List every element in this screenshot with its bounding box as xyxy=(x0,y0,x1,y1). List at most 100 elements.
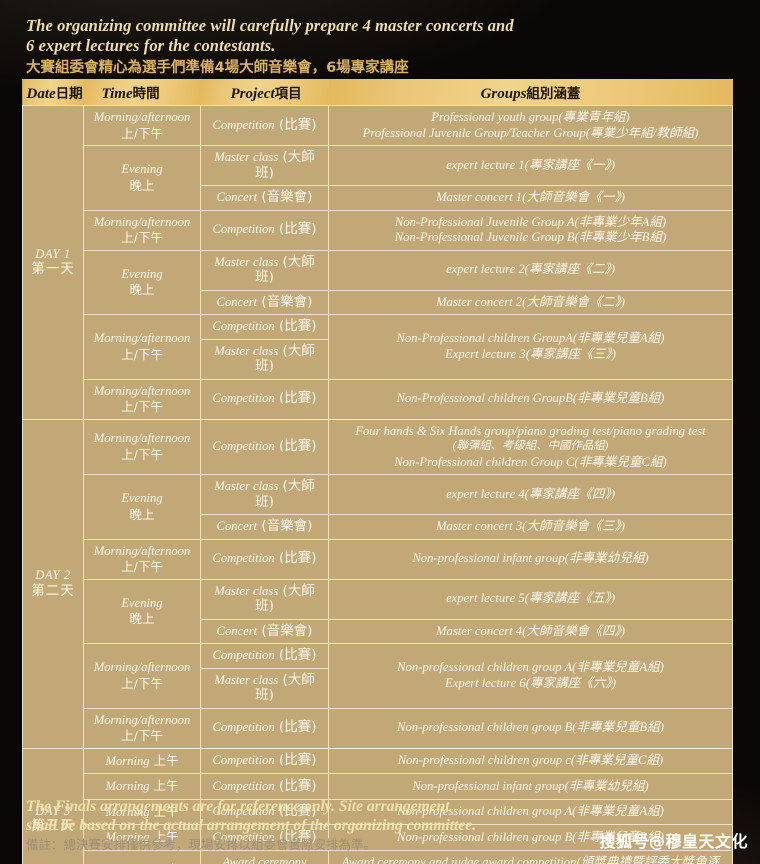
groups-text-line: Non-Professional children GroupB(非專業兒童B組… xyxy=(396,391,665,406)
footer-chinese-text: 備註：總決賽安排僅供參考，現場安排以組委會實際安排為準。 xyxy=(26,837,377,852)
project-cell: Master class (大師班) xyxy=(200,145,329,186)
time-label-en: Evening xyxy=(121,162,163,177)
table-row: Afternoon 下午Award ceremony(頒獎典禮)Award ce… xyxy=(23,849,733,864)
groups-cell: Non-professional children group c(非專業兒童C… xyxy=(328,747,733,774)
day-label-en: DAY 1 xyxy=(35,246,71,261)
table-row: Morning/afternoon 上/下午 Competition (比賽) Non… xyxy=(23,314,733,380)
time-cell: Morning/afternoon 上/下午 xyxy=(83,707,201,749)
groups-text-line: Master concert 4(大師音樂會《四》) xyxy=(436,623,625,638)
project-label-zh: (比賽) xyxy=(274,318,317,334)
table-row: Master class (大師班) xyxy=(23,667,733,709)
project-label-zh: (比賽) xyxy=(274,221,317,238)
table-row: Concert (音樂會) Master concert 3(大師音樂會《三》) xyxy=(23,514,733,540)
day-label-zh: 第二天 xyxy=(31,582,75,599)
project-cell: Competition (比賽) xyxy=(200,314,329,340)
groups-text-line: Professional youth group(專業青年組) xyxy=(431,110,630,124)
column-header-date: Date日期 xyxy=(22,79,84,106)
time-label-en: Morning/afternoon xyxy=(93,712,191,727)
groups-text-line: Non-professional infant group(非專業幼兒組) xyxy=(412,778,649,793)
time-label-zh: 上/下午 xyxy=(121,675,163,691)
footer-note: The Finals arrangements are for referenc… xyxy=(26,797,586,853)
groups-text-line: expert lecture 4(專家講座《四》) xyxy=(446,486,615,501)
time-cell: Morning 上午 xyxy=(83,798,201,825)
project-label-zh: (音樂會) xyxy=(257,622,313,639)
time-label-en: Afternoon xyxy=(102,863,152,864)
project-label-zh: (比賽) xyxy=(274,777,317,794)
time-label-zh: 上/下午 xyxy=(121,125,163,141)
table-row: Morning/afternoon 上/下午 Competition (比賽) Non… xyxy=(23,538,733,580)
project-label-zh: (比賽) xyxy=(274,719,317,736)
column-header-groups-en: Groups xyxy=(480,85,527,102)
intro-chinese-text: 大賽組委會精心為選手們準備4場大師音樂會，6場專家講座 xyxy=(26,60,409,76)
project-label-zh: (比賽) xyxy=(274,647,317,663)
table-row: DAY 3 第三天 Morning 上午 Competition (比賽) Non-pr… xyxy=(22,747,733,864)
time-label-zh: 上/下午 xyxy=(121,446,163,462)
project-label-en: Master class xyxy=(214,479,279,493)
project-label-en: Concert xyxy=(216,294,258,309)
table-row: Master class (大師班) xyxy=(23,338,733,380)
project-label-en: Competition xyxy=(212,319,275,333)
groups-text-line: Master concert 2(大師音樂會《二》) xyxy=(436,294,625,309)
time-label-zh: 上午 xyxy=(149,752,179,768)
time-label-zh: 上/下午 xyxy=(121,399,163,414)
groups-cell: Non-Professional children GroupA(非專業兒童A組… xyxy=(328,314,733,380)
time-label-en: Morning xyxy=(105,779,150,793)
project-cell: Master class (大師班) xyxy=(200,249,329,291)
groups-cell: expert lecture 4(專家講座《四》) xyxy=(328,474,733,515)
table-row: DAY 2 第二天 Morning/afternoon 上/下午 Competition… xyxy=(22,418,733,749)
time-label-en: Morning/afternoon xyxy=(93,110,191,124)
project-label-en: Concert xyxy=(216,519,258,533)
project-label-zh: (音樂會) xyxy=(257,518,313,534)
time-cell: Evening 晚上 xyxy=(83,145,201,211)
time-label-zh: 上/下午 xyxy=(121,559,163,574)
day-label-en: DAY 2 xyxy=(35,568,71,582)
project-label-en: Master class xyxy=(214,150,279,164)
time-label-en: Morning/afternoon xyxy=(93,383,191,398)
time-label-zh: 上午 xyxy=(149,829,179,844)
groups-text-line: (聯彈組、考級組、中國作品組) xyxy=(452,440,609,452)
project-cell: Competition (比賽) xyxy=(200,105,329,146)
project-label-zh: (比賽) xyxy=(274,116,317,133)
schedule-table-wrapper: Date日期 Time時間 Project項目 Groups組別涵蓋 DAY 1… xyxy=(22,79,733,864)
project-label-en: Competition xyxy=(212,804,275,818)
groups-text-line: Master concert 1(大師音樂會《一》) xyxy=(436,190,625,204)
project-cell: Competition (比賽) xyxy=(200,773,329,800)
time-cell: Morning 上午 xyxy=(83,747,201,774)
time-cell: Afternoon 下午 xyxy=(83,849,201,864)
day-label-cell: DAY 2 第二天 xyxy=(22,418,84,749)
groups-text-line: Expert lecture 3(專家講座《三》) xyxy=(445,346,616,361)
column-header-date-zh: 日期 xyxy=(55,85,83,102)
day-label-cell: DAY 1 第一天 xyxy=(22,105,84,420)
schedule-table: Date日期 Time時間 Project項目 Groups組別涵蓋 DAY 1… xyxy=(22,79,733,864)
time-label-en: Morning/afternoon xyxy=(93,331,191,346)
project-cell: Master class (大師班) xyxy=(200,578,329,620)
day-label-en: DAY 3 xyxy=(35,803,71,818)
project-cell: Competition (比賽) xyxy=(200,747,329,774)
time-cell: Morning/afternoon 上/下午 xyxy=(83,314,201,380)
table-row: Evening 晚上 Master class (大師班) expert lectur… xyxy=(23,474,733,540)
project-label-zh: (大師班) xyxy=(255,253,315,285)
groups-text-line: Non-professional children group B(非專業兒童B… xyxy=(397,829,664,844)
day-label-zh: 第一天 xyxy=(31,261,75,278)
time-label-en: Evening xyxy=(121,491,163,506)
time-label-en: Morning xyxy=(105,830,150,844)
project-label-zh: (比賽) xyxy=(274,390,317,407)
project-cell: Concert (音樂會) xyxy=(200,289,329,315)
project-label-zh: (比賽) xyxy=(274,550,317,567)
column-header-time: Time時間 xyxy=(83,79,201,106)
time-label-zh: 上午 xyxy=(149,803,179,819)
project-label-en: Master class xyxy=(214,583,279,598)
table-row: Evening 晚上 Master class (大師班) expert lectur… xyxy=(23,578,733,644)
groups-text-line: Non-professional children group B(非專業兒童B… xyxy=(397,720,664,735)
time-label-en: Morning/afternoon xyxy=(93,660,191,675)
day-label-cell: DAY 3 第三天 xyxy=(22,747,84,864)
table-row: DAY 1 第一天 Morning/afternoon 上/下午 Competition… xyxy=(22,105,733,420)
groups-cell: expert lecture 5(專家講座《五》) xyxy=(328,578,733,620)
project-label-en: Competition xyxy=(212,753,275,767)
project-label-en: Concert xyxy=(216,190,258,204)
project-cell: Concert (音樂會) xyxy=(200,514,329,540)
project-label-en: Competition xyxy=(212,117,275,132)
project-cell: Concert (音樂會) xyxy=(200,185,329,211)
time-label-zh: 下午 xyxy=(153,862,182,864)
groups-cell: Non-professional children group A(非專業兒童A… xyxy=(328,798,733,825)
